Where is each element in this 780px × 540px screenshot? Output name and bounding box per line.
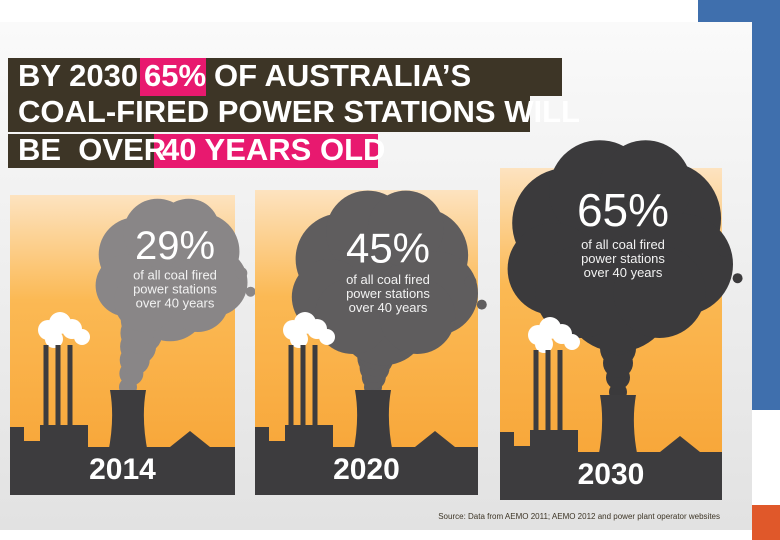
- chimney: [67, 345, 73, 495]
- smoke-dot: [476, 299, 487, 310]
- headline-highlight: 65%: [144, 58, 206, 93]
- caption: power stations: [346, 286, 430, 301]
- smoke-dot: [235, 267, 248, 280]
- smoke-dot: [464, 275, 477, 288]
- smoke-cloud: [114, 270, 177, 332]
- smoke-dot: [717, 244, 730, 257]
- headline-text: OF AUSTRALIA’S: [214, 58, 471, 93]
- highlight-box: [140, 58, 206, 96]
- smoke-cloud: [367, 190, 444, 267]
- chimney: [55, 345, 61, 495]
- percent: 45%: [346, 224, 430, 271]
- source-note: Source: Data from AEMO 2011; AEMO 2012 a…: [438, 512, 720, 521]
- headline-text: BE OVER: [18, 132, 166, 167]
- chimney: [533, 350, 539, 500]
- steam: [319, 329, 335, 345]
- headline: BY 2030 65% OF AUSTRALIA’S COAL-FIRED PO…: [8, 58, 580, 168]
- caption: over 40 years: [584, 265, 663, 280]
- caption: power stations: [581, 251, 665, 266]
- chimney: [312, 345, 318, 495]
- headline-text: COAL-FIRED POWER STATIONS WILL: [18, 94, 580, 129]
- headline-box: [8, 134, 154, 168]
- steam: [535, 335, 553, 353]
- steam: [45, 330, 63, 348]
- headline-box: [8, 58, 562, 96]
- smoke-dot: [245, 286, 256, 297]
- year: 2014: [89, 453, 156, 486]
- highlight-box: [154, 134, 378, 168]
- caption: over 40 years: [136, 296, 215, 311]
- percent: 29%: [135, 224, 215, 268]
- smoke-cloud: [599, 140, 692, 233]
- smoke-dot: [732, 273, 743, 284]
- steam: [74, 329, 90, 345]
- headline-text: BY 2030: [18, 58, 138, 93]
- headline-highlight: 40 YEARS OLD: [162, 132, 385, 167]
- caption: over 40 years: [349, 300, 428, 315]
- chimney: [288, 345, 294, 495]
- headline-box: [8, 96, 530, 132]
- caption: of all coal fired: [133, 268, 217, 283]
- chimney: [300, 345, 306, 495]
- side-accent: [752, 505, 780, 540]
- steam: [564, 334, 580, 350]
- year: 2030: [578, 458, 645, 491]
- smoke-cloud: [535, 246, 628, 338]
- factory-silhouette: [500, 430, 722, 500]
- caption: power stations: [133, 282, 217, 297]
- steam: [290, 330, 308, 348]
- chimney: [545, 350, 551, 500]
- factory-silhouette: [255, 425, 478, 495]
- chimney: [557, 350, 563, 500]
- caption: of all coal fired: [346, 272, 430, 287]
- factory-silhouette: [10, 425, 235, 495]
- percent: 65%: [577, 184, 669, 236]
- year: 2020: [333, 453, 400, 486]
- smoke-cloud: [379, 278, 456, 354]
- caption: of all coal fired: [581, 237, 665, 252]
- chimney: [43, 345, 49, 495]
- smoke-cloud: [166, 270, 229, 332]
- smoke-cloud: [613, 246, 706, 338]
- smoke-cloud: [157, 198, 220, 261]
